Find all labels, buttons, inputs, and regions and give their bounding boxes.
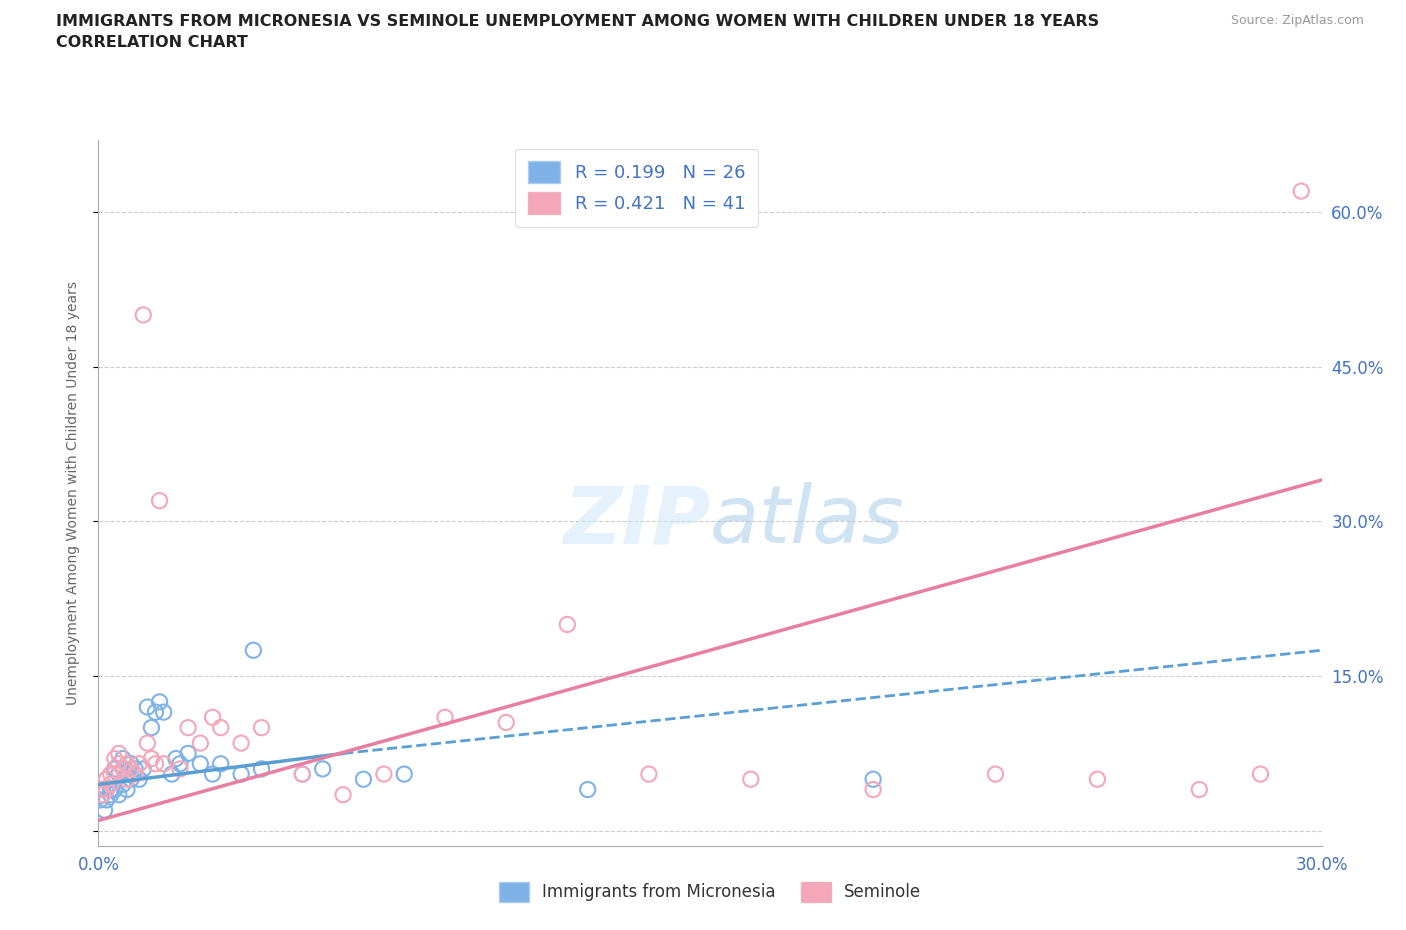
Point [177, 746, 200, 761]
Point [201, 710, 224, 724]
Point [177, 720, 200, 735]
Point [160, 766, 183, 781]
Point [96, 782, 118, 797]
Point [352, 772, 374, 787]
Point [100, 777, 122, 791]
Point [100, 788, 122, 803]
Point [132, 762, 155, 777]
Point [231, 736, 253, 751]
Point [108, 756, 131, 771]
Point [557, 617, 579, 631]
Point [312, 762, 335, 777]
Point [188, 736, 212, 751]
Point [141, 751, 163, 766]
Point [100, 782, 122, 797]
Point [111, 751, 134, 766]
Point [149, 695, 172, 710]
Point [250, 720, 273, 735]
Point [740, 772, 762, 787]
Point [188, 756, 212, 771]
Point [128, 772, 150, 787]
Point [291, 766, 314, 781]
Point [145, 705, 167, 720]
Point [108, 788, 131, 803]
Text: IMMIGRANTS FROM MICRONESIA VS SEMINOLE UNEMPLOYMENT AMONG WOMEN WITH CHILDREN UN: IMMIGRANTS FROM MICRONESIA VS SEMINOLE U… [56, 14, 1099, 29]
Text: ZIP: ZIP [562, 482, 710, 560]
Text: atlas: atlas [710, 482, 905, 560]
Point [100, 766, 122, 781]
Point [141, 720, 163, 735]
Point [209, 756, 232, 771]
Point [201, 766, 224, 781]
Point [1188, 782, 1211, 797]
Point [93, 803, 115, 817]
Point [96, 792, 118, 807]
Point [91, 782, 114, 797]
Point [169, 762, 191, 777]
Point [332, 788, 354, 803]
Point [120, 772, 142, 787]
Point [250, 762, 273, 777]
Point [984, 766, 1007, 781]
Point [89, 782, 111, 797]
Point [862, 772, 884, 787]
Point [108, 766, 131, 781]
Text: CORRELATION CHART: CORRELATION CHART [56, 35, 247, 50]
Point [1085, 772, 1108, 787]
Point [111, 762, 134, 777]
Point [145, 756, 167, 771]
Point [1249, 766, 1271, 781]
Point [96, 772, 118, 787]
Point [104, 762, 127, 777]
Point [291, 766, 314, 781]
Point [576, 782, 599, 797]
Text: Source: ZipAtlas.com: Source: ZipAtlas.com [1230, 14, 1364, 27]
Point [108, 746, 131, 761]
Point [115, 766, 138, 781]
Point [434, 710, 457, 724]
Point [149, 493, 172, 508]
Point [115, 756, 138, 771]
Point [104, 766, 127, 781]
Point [91, 788, 114, 803]
Point [242, 643, 264, 658]
Point [111, 777, 134, 791]
Y-axis label: Unemployment Among Women with Children Under 18 years: Unemployment Among Women with Children U… [66, 281, 80, 705]
Point [96, 772, 118, 787]
Point [152, 705, 174, 720]
Point [638, 766, 661, 781]
Point [373, 766, 395, 781]
Point [115, 782, 138, 797]
Point [495, 715, 517, 730]
Point [120, 762, 142, 777]
Point [392, 766, 416, 781]
Point [136, 699, 159, 714]
Point [165, 751, 187, 766]
Point [136, 736, 159, 751]
Point [209, 720, 232, 735]
Point [124, 762, 146, 777]
Point [104, 782, 127, 797]
Point [169, 756, 191, 771]
Point [1291, 183, 1313, 198]
Point [115, 772, 138, 787]
Point [132, 308, 155, 323]
Point [89, 792, 111, 807]
Point [128, 756, 150, 771]
Point [231, 766, 253, 781]
Legend: Immigrants from Micronesia, Seminole: Immigrants from Micronesia, Seminole [492, 875, 928, 909]
Point [124, 766, 146, 781]
Point [104, 751, 127, 766]
Point [120, 756, 142, 771]
Point [152, 756, 174, 771]
Point [862, 782, 884, 797]
